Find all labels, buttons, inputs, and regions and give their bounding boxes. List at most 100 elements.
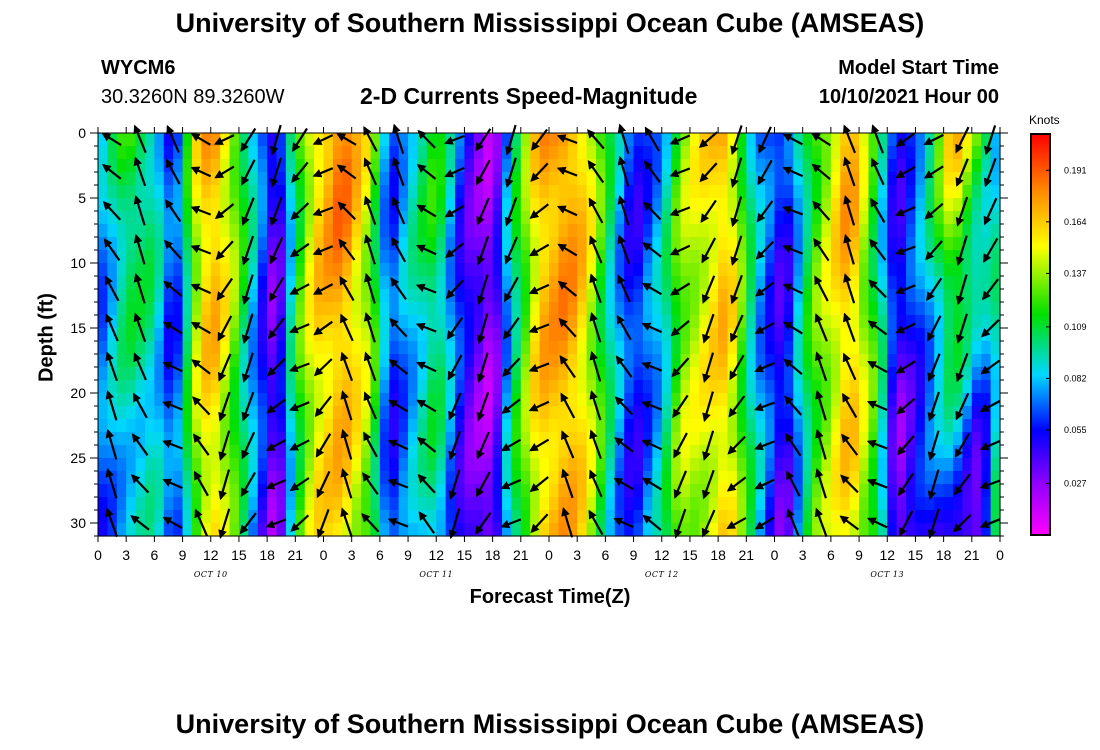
heatmap-cell bbox=[868, 419, 879, 433]
heatmap-cell bbox=[455, 497, 466, 511]
heatmap-cell bbox=[755, 133, 766, 147]
heatmap-cell bbox=[257, 315, 268, 329]
heatmap-cell bbox=[408, 250, 419, 264]
current-vector-arrow bbox=[530, 513, 549, 534]
heatmap-cell bbox=[229, 497, 240, 511]
heatmap-cell bbox=[746, 484, 757, 498]
heatmap-cell bbox=[577, 328, 588, 342]
heatmap-cell bbox=[182, 471, 193, 485]
heatmap-cell bbox=[924, 419, 935, 433]
heatmap-cell bbox=[802, 458, 813, 472]
heatmap-cell bbox=[549, 471, 559, 485]
heatmap-cell bbox=[276, 263, 287, 277]
heatmap-cell bbox=[755, 328, 766, 342]
heatmap-cell bbox=[379, 159, 390, 173]
heatmap-cell bbox=[98, 172, 108, 186]
heatmap-cell bbox=[971, 354, 982, 368]
current-vector-arrow bbox=[312, 283, 334, 295]
heatmap-cell bbox=[285, 198, 296, 212]
heatmap-cell bbox=[746, 432, 757, 446]
heatmap-cell bbox=[689, 510, 700, 524]
heatmap-cell bbox=[520, 341, 531, 355]
heatmap-cell bbox=[191, 484, 202, 498]
heatmap-cell bbox=[492, 263, 503, 277]
heatmap-cell bbox=[906, 458, 917, 472]
heatmap-cell bbox=[276, 328, 287, 342]
heatmap-cell bbox=[671, 185, 682, 199]
heatmap-cell bbox=[473, 133, 484, 147]
current-vector-arrow bbox=[528, 362, 550, 373]
heatmap-cell bbox=[107, 224, 118, 238]
heatmap-cell bbox=[408, 302, 419, 316]
heatmap-cell bbox=[361, 406, 372, 420]
current-vector-arrow bbox=[702, 430, 715, 461]
heatmap-cell bbox=[840, 406, 851, 420]
heatmap-cell bbox=[417, 341, 428, 355]
heatmap-cell bbox=[981, 133, 992, 147]
heatmap-cell bbox=[351, 276, 362, 290]
heatmap-cell bbox=[154, 354, 165, 368]
current-vector-arrow bbox=[239, 512, 257, 535]
current-vector-arrow bbox=[162, 400, 183, 411]
heatmap-cell bbox=[614, 406, 625, 420]
heatmap-cell bbox=[661, 406, 672, 420]
current-vector-arrow bbox=[701, 237, 717, 264]
heatmap-cell bbox=[502, 354, 513, 368]
heatmap-cell bbox=[689, 302, 700, 316]
heatmap-cell bbox=[173, 276, 184, 290]
heatmap-cell bbox=[718, 445, 729, 459]
heatmap-cell bbox=[868, 263, 879, 277]
heatmap-cell bbox=[783, 419, 794, 433]
current-vector-arrow bbox=[105, 313, 119, 342]
heatmap-cell bbox=[154, 393, 165, 407]
heatmap-cell bbox=[661, 263, 672, 277]
heatmap-cell bbox=[680, 315, 691, 329]
current-vector-arrow bbox=[615, 355, 633, 378]
heatmap-cell bbox=[727, 419, 738, 433]
heatmap-cell bbox=[492, 341, 503, 355]
heatmap-cell bbox=[314, 172, 325, 186]
heatmap-cell bbox=[379, 172, 390, 186]
heatmap-cell bbox=[830, 263, 841, 277]
heatmap-cell bbox=[201, 367, 212, 381]
heatmap-cell bbox=[793, 263, 804, 277]
heatmap-cell bbox=[708, 354, 719, 368]
heatmap-cell bbox=[896, 432, 907, 446]
heatmap-cell bbox=[868, 354, 879, 368]
heatmap-cell bbox=[248, 458, 259, 472]
heatmap-cell bbox=[990, 367, 1001, 381]
current-vector-arrow bbox=[191, 396, 211, 416]
heatmap-cell bbox=[323, 406, 334, 420]
heatmap-cell bbox=[614, 380, 625, 394]
heatmap-cell bbox=[642, 289, 653, 303]
heatmap-cell bbox=[492, 289, 503, 303]
heatmap-cell bbox=[774, 289, 785, 303]
heatmap-cell bbox=[614, 458, 625, 472]
heatmap-cell bbox=[671, 276, 682, 290]
heatmap-cell bbox=[774, 159, 785, 173]
heatmap-cell bbox=[351, 224, 362, 238]
heatmap-cell bbox=[173, 380, 184, 394]
heatmap-cell bbox=[718, 315, 729, 329]
heatmap-cell bbox=[624, 237, 635, 251]
heatmap-cell bbox=[821, 406, 832, 420]
current-vector-arrow bbox=[701, 275, 716, 304]
heatmap-cell bbox=[408, 224, 419, 238]
heatmap-cell bbox=[285, 497, 296, 511]
axes: 0 3 6 9 12 15 18 21 0 3 6 9 12 15 18 21 0 3 6 9 12 15 18 21 0 3 6 9… bbox=[70, 125, 1008, 579]
heatmap-cell bbox=[530, 406, 541, 420]
heatmap-cell bbox=[868, 406, 879, 420]
heatmap-cell bbox=[802, 289, 813, 303]
heatmap-cell bbox=[633, 211, 644, 225]
heatmap-cell bbox=[614, 328, 625, 342]
heatmap-cell bbox=[173, 432, 184, 446]
current-vector-arrow bbox=[726, 516, 747, 530]
heatmap-cell bbox=[135, 497, 146, 511]
heatmap-cell bbox=[821, 471, 832, 485]
heatmap-cell bbox=[323, 471, 334, 485]
heatmap-cell bbox=[154, 380, 165, 394]
heatmap-cell bbox=[887, 185, 898, 199]
heatmap-cell bbox=[201, 159, 212, 173]
heatmap-cell bbox=[107, 380, 118, 394]
heatmap-cell bbox=[154, 211, 165, 225]
